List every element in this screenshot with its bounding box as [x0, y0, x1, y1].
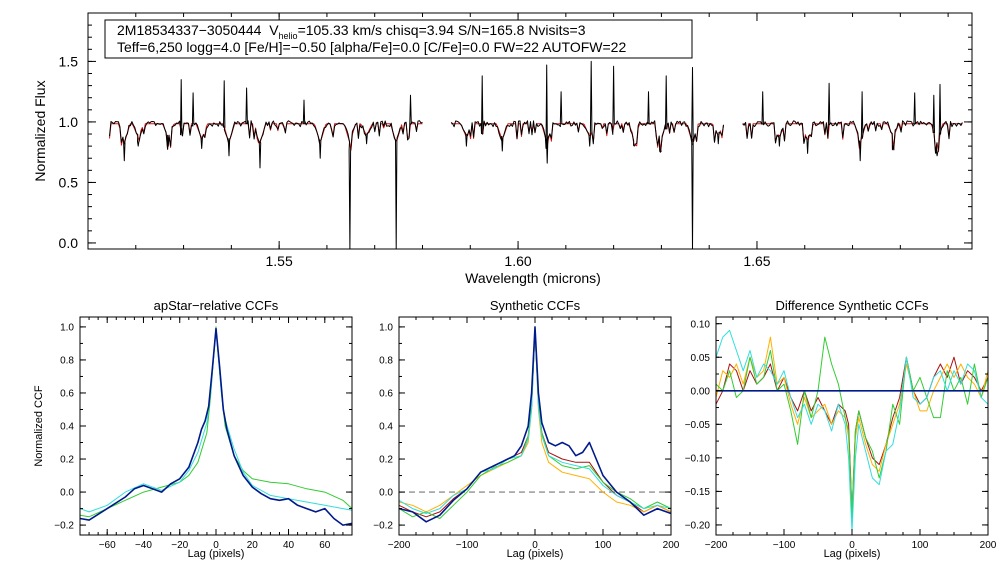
observed-spectrum-line [742, 82, 963, 162]
y-tick-label: −0.2 [373, 521, 393, 532]
ccf-series-orange [716, 336, 988, 512]
ccf-series-green [716, 336, 988, 519]
difference-ccf-title: Difference Synthetic CCFs [776, 298, 929, 313]
y-tick-label: 1.0 [59, 114, 79, 130]
spectrum-header-box: 2M18534337−3050444 Vhelio=105.33 km/s ch… [104, 19, 693, 59]
spectrum-y-label: Normalized Flux [32, 80, 48, 181]
x-tick-label: 200 [980, 540, 997, 551]
ccf-series-cyan [80, 329, 352, 513]
y-tick-label: 0.10 [691, 319, 711, 330]
header-line-1: 2M18534337−3050444 Vhelio=105.33 km/s ch… [117, 22, 586, 41]
difference-ccf-lines [716, 329, 988, 533]
ccf-series-darkred [716, 356, 988, 512]
x-tick-label: 60 [319, 540, 331, 551]
x-tick-label: 200 [663, 540, 680, 551]
y-tick-label: 0.05 [691, 353, 711, 364]
y-tick-label: 0.0 [59, 235, 79, 251]
synthetic-ccf-lines [399, 326, 671, 523]
x-tick-label: 20 [247, 540, 259, 551]
x-tick-label: −20 [171, 540, 188, 551]
y-tick-label: −0.20 [685, 521, 711, 532]
x-tick-label: 0 [213, 540, 219, 551]
y-tick-label: 0.0 [60, 488, 74, 499]
x-tick-label: 100 [595, 540, 612, 551]
spectrum-frame [87, 12, 973, 250]
y-tick-label: −0.05 [685, 420, 711, 431]
y-tick-label: 0.0 [379, 488, 393, 499]
x-tick-label: −40 [135, 540, 152, 551]
y-tick-label: 0.4 [60, 422, 74, 433]
y-tick-label: 0.00 [691, 386, 711, 397]
apstar-ccf-y-label: Normalized CCF [33, 385, 45, 467]
x-tick-label: 0 [849, 540, 855, 551]
ccf-series-navy [399, 326, 671, 523]
x-tick-label: 1.55 [266, 253, 293, 269]
x-tick-label: −100 [773, 540, 796, 551]
ccf-series-navy [80, 327, 352, 526]
synthetic-spectrum-line [451, 123, 724, 152]
y-tick-label: −0.10 [685, 453, 711, 464]
spectrum-lines [109, 60, 963, 249]
y-tick-label: 0.2 [60, 455, 74, 466]
y-tick-label: 0.6 [60, 389, 74, 400]
y-tick-label: 1.0 [60, 323, 74, 334]
synthetic-ccf-x-label: Lag (pixels) [507, 548, 564, 560]
y-tick-label: 1.5 [59, 53, 79, 69]
apstar-ccf-lines [80, 326, 352, 526]
apstar-ccf-title: apStar−relative CCFs [154, 298, 279, 313]
y-tick-label: 1.0 [379, 323, 393, 334]
observed-spectrum-line [109, 79, 423, 249]
apstar-ccf-x-label: Lag (pixels) [188, 548, 245, 560]
ccf-series-green [399, 326, 671, 519]
y-tick-label: 0.4 [379, 422, 393, 433]
difference-ccf-x-label: Lag (pixels) [824, 548, 881, 560]
y-tick-label: 0.5 [59, 174, 79, 190]
y-tick-label: 0.6 [379, 389, 393, 400]
ccf-series-orange [399, 329, 671, 513]
x-tick-label: 100 [912, 540, 929, 551]
spectrum-panel: 1.55 1.60 1.65 0.0 0.5 1.0 1.5 2M18534337−3050… [32, 12, 973, 286]
y-tick-label: −0.2 [54, 521, 74, 532]
ccf-series-darkred [399, 329, 671, 518]
spectrum-x-label: Wavelength (microns) [465, 270, 601, 286]
synthetic-ccf-ticks: −200 −100 0 100 200 −0.2 0.0 0.2 0.4 0.6 0.8 1.0 [373, 317, 680, 551]
spectrum-ticks: 1.55 1.60 1.65 0.0 0.5 1.0 1.5 [59, 12, 972, 269]
difference-ccf-ticks: −200 −100 0 100 200 −0.20 −0.15 −0.10 −0.05 0.00 0… [685, 317, 997, 551]
y-tick-label: 0.8 [60, 356, 74, 367]
x-tick-label: −200 [705, 540, 728, 551]
x-tick-label: 1.60 [504, 253, 531, 269]
x-tick-label: −60 [99, 540, 116, 551]
observed-spectrum-line [450, 60, 724, 249]
synthetic-ccf-title: Synthetic CCFs [490, 298, 581, 313]
x-tick-label: 1.65 [743, 253, 770, 269]
header-line-2: Teff=6,250 logg=4.0 [Fe/H]=−0.50 [alpha/… [117, 39, 626, 55]
difference-ccf-panel: −200 −100 0 100 200 −0.20 −0.15 −0.10 −0.05 0.00 0… [685, 298, 997, 560]
y-tick-label: −0.15 [685, 487, 711, 498]
header-box-frame [104, 19, 693, 59]
ccf-series-green [80, 326, 352, 518]
y-tick-label: 0.8 [379, 356, 393, 367]
apstar-ccf-ticks: −60 −40 −20 0 20 40 60 −0.2 0.0 0.2 0.4 0.6 0.8 1.0 [54, 317, 353, 551]
x-tick-label: −200 [388, 540, 411, 551]
x-tick-label: 0 [532, 540, 538, 551]
y-tick-label: 0.2 [379, 455, 393, 466]
apstar-ccf-panel: −60 −40 −20 0 20 40 60 −0.2 0.0 0.2 0.4 0.6 0.8 1.0 a… [33, 298, 353, 560]
x-tick-label: −100 [456, 540, 479, 551]
x-tick-label: 40 [283, 540, 295, 551]
ccf-series-cyan [399, 329, 671, 514]
synthetic-ccf-panel: −200 −100 0 100 200 −0.2 0.0 0.2 0.4 0.6 0.8 1.0 Sy… [373, 298, 680, 560]
